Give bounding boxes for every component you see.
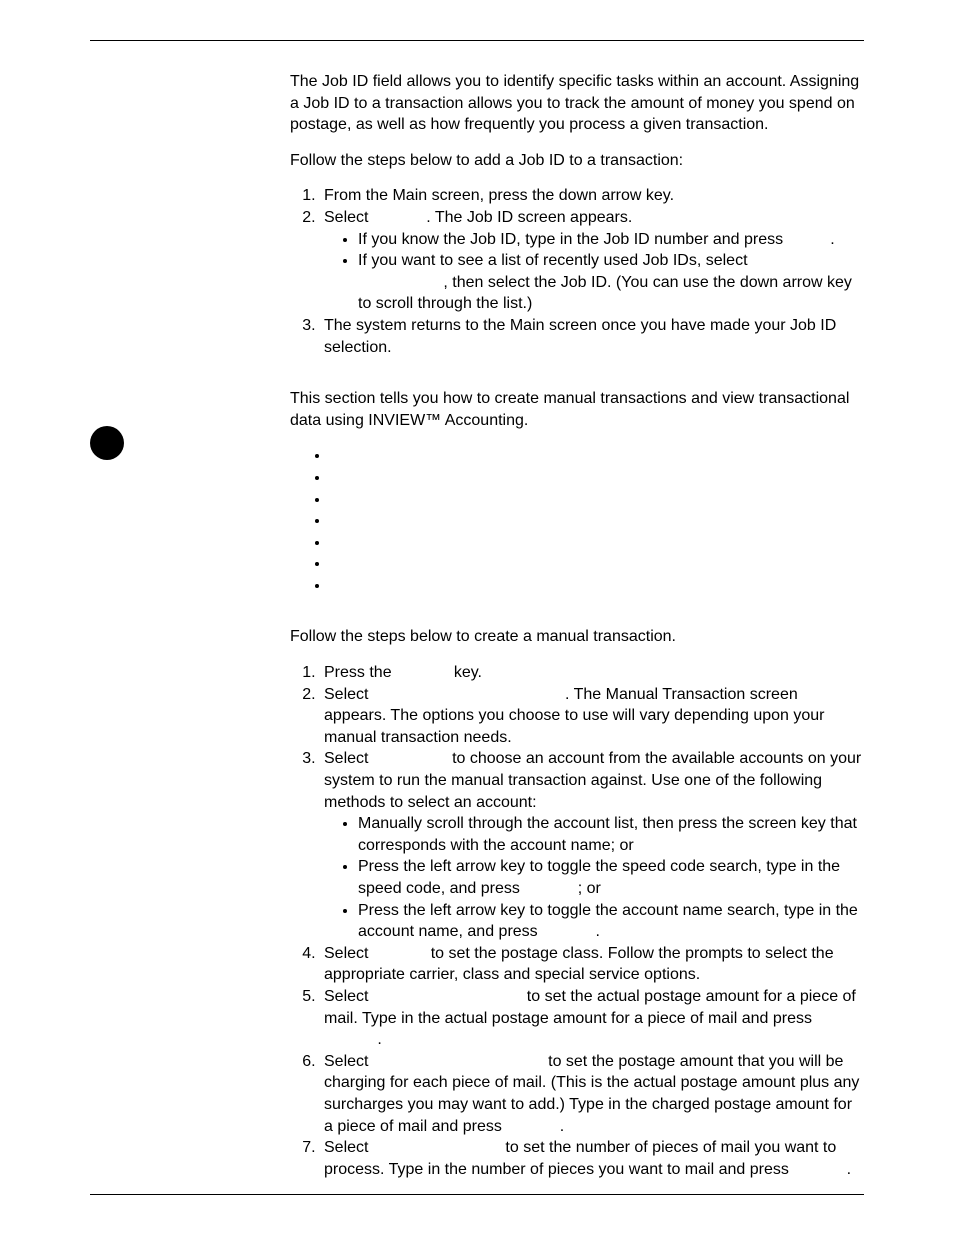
jobid-intro: The Job ID field allows you to identify … [290, 71, 864, 136]
manual-step-6: Select XXXXXXXXXXXXXXXX to set the posta… [320, 1051, 864, 1137]
text: . [560, 1118, 564, 1135]
trans-bullet [330, 510, 864, 532]
manual-step-1: Press the XXXXX key. [320, 662, 864, 684]
text: Select [324, 750, 373, 767]
text: to set the number of pieces of mail you … [324, 1139, 836, 1178]
text: If you want to see a list of recently us… [358, 252, 752, 269]
trans-bullet [330, 553, 864, 575]
manual-step-7: Select XXXXXXXXXXXX to set the number of… [320, 1137, 864, 1180]
text: Press the left arrow key to toggle the a… [358, 902, 858, 941]
trans-intro: This section tells you how to create man… [290, 388, 864, 431]
jobid-step2-sub1: If you know the Job ID, type in the Job … [358, 229, 864, 251]
text: Manually scroll through the account list… [358, 815, 857, 854]
trans-bullet [330, 445, 864, 467]
text: Select [324, 1139, 373, 1156]
trans-bullet [330, 532, 864, 554]
text: The system returns to the Main screen on… [324, 317, 836, 356]
text: . [595, 923, 599, 940]
manual-lead: Follow the steps below to create a manua… [290, 626, 864, 648]
text: Press the [324, 664, 396, 681]
text: . The Manual Transaction screen appears.… [324, 686, 824, 746]
text: to choose an account from the available … [324, 750, 861, 810]
text: . [830, 231, 834, 248]
manual-step3-sub2: Press the left arrow key to toggle the s… [358, 856, 864, 899]
text: From the Main screen, press the down arr… [324, 187, 674, 204]
manual-step-2: Select XXXXXXXXXXXXXXXXXX. The Manual Tr… [320, 684, 864, 749]
manual-step-5: Select XXXXXXXXXXXXXX to set the actual … [320, 986, 864, 1051]
text: Select [324, 945, 373, 962]
text: . [377, 1031, 381, 1048]
manual-step-3: Select XXXXXXX to choose an account from… [320, 748, 864, 942]
jobid-step-1: From the Main screen, press the down arr… [320, 185, 864, 207]
manual-steps: Press the XXXXX key. Select XXXXXXXXXXXX… [290, 662, 864, 1180]
text: If you know the Job ID, type in the Job … [358, 231, 788, 248]
text: . [847, 1161, 851, 1178]
rule-bottom [90, 1194, 864, 1195]
trans-bullet [330, 575, 864, 597]
text: Select [324, 1053, 373, 1070]
jobid-step2-sub: If you know the Job ID, type in the Job … [324, 229, 864, 315]
text: Select [324, 988, 373, 1005]
text: to set the actual postage amount for a p… [324, 988, 856, 1027]
text: to set the postage class. Follow the pro… [324, 945, 834, 984]
page: The Job ID field allows you to identify … [0, 0, 954, 1235]
text: . The Job ID screen appears. [426, 209, 632, 226]
manual-step3-sub3: Press the left arrow key to toggle the a… [358, 900, 864, 943]
text: ; or [578, 880, 601, 897]
trans-bullets [290, 445, 864, 596]
jobid-step-2: Select XXXXX. The Job ID screen appears.… [320, 207, 864, 315]
jobid-step-3: The system returns to the Main screen on… [320, 315, 864, 358]
text: Select [324, 686, 373, 703]
manual-step3-sub: Manually scroll through the account list… [324, 813, 864, 943]
jobid-step2-sub2: If you want to see a list of recently us… [358, 250, 864, 315]
rule-top [90, 40, 864, 41]
manual-step-4: Select XXXXX to set the postage class. F… [320, 943, 864, 986]
jobid-steps: From the Main screen, press the down arr… [290, 185, 864, 358]
text: Select [324, 209, 373, 226]
trans-bullet [330, 489, 864, 511]
text: , then select the Job ID. (You can use t… [358, 274, 852, 313]
jobid-lead: Follow the steps below to add a Job ID t… [290, 150, 864, 172]
text: to set the postage amount that you will … [324, 1053, 859, 1135]
trans-bullet [330, 467, 864, 489]
section-marker-dot [90, 426, 124, 460]
text: key. [449, 664, 482, 681]
body-content: The Job ID field allows you to identify … [290, 71, 864, 1180]
manual-step3-sub1: Manually scroll through the account list… [358, 813, 864, 856]
